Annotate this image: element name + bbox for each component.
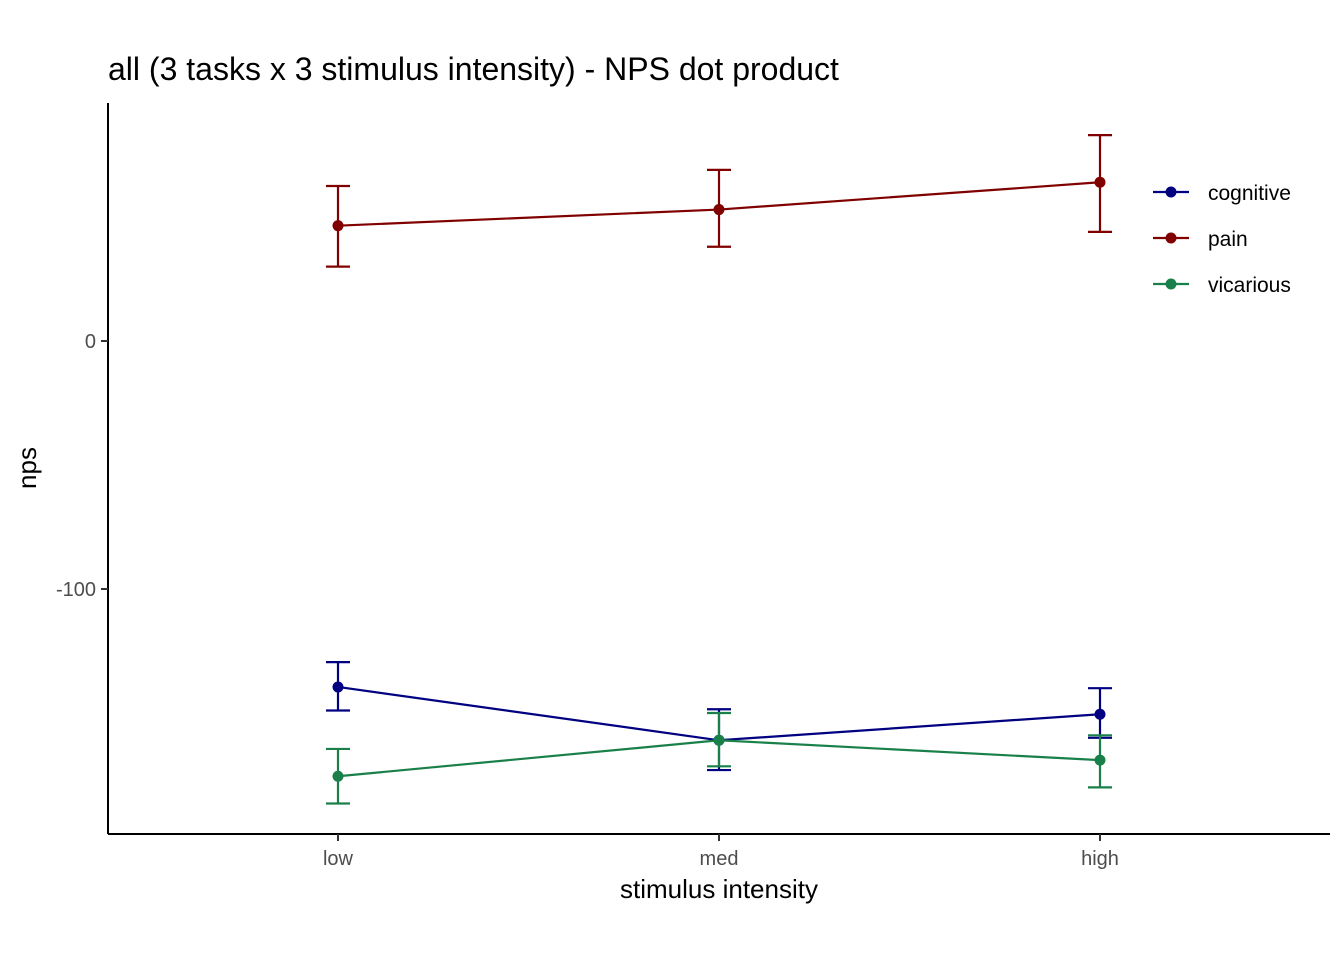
legend-key-point (1165, 186, 1177, 198)
plot-area (326, 134, 1112, 805)
series-vicarious (326, 711, 1112, 805)
data-point-cognitive-high (1094, 708, 1106, 720)
legend-label: pain (1208, 228, 1248, 251)
legend: cognitive pain vicarious (1153, 182, 1291, 297)
data-point-vicarious-med (713, 734, 725, 746)
data-point-vicarious-low (332, 770, 344, 782)
x-tick-label: low (323, 848, 354, 870)
legend-label: vicarious (1208, 274, 1291, 297)
x-axis-ticks: low med high (323, 834, 1119, 870)
legend-item-cognitive: cognitive (1153, 182, 1291, 205)
x-tick-label: med (700, 848, 739, 870)
legend-key-point (1165, 278, 1177, 290)
x-tick-label: high (1081, 848, 1119, 870)
legend-item-vicarious: vicarious (1153, 274, 1291, 297)
data-point-cognitive-low (332, 681, 344, 693)
data-point-pain-low (332, 220, 344, 232)
data-point-vicarious-high (1094, 754, 1106, 766)
x-axis-title: stimulus intensity (620, 874, 818, 904)
y-axis-title: nps (12, 447, 42, 489)
chart-title: all (3 tasks x 3 stimulus intensity) - N… (108, 51, 839, 87)
series-pain (326, 134, 1112, 268)
data-point-pain-med (713, 204, 725, 216)
y-axis-ticks: 0 -100 (56, 331, 108, 601)
y-tick-label: -100 (56, 579, 96, 601)
y-tick-label: 0 (85, 331, 96, 353)
legend-item-pain: pain (1153, 228, 1248, 251)
legend-key-point (1165, 232, 1177, 244)
legend-label: cognitive (1208, 182, 1291, 205)
data-point-pain-high (1094, 176, 1106, 188)
